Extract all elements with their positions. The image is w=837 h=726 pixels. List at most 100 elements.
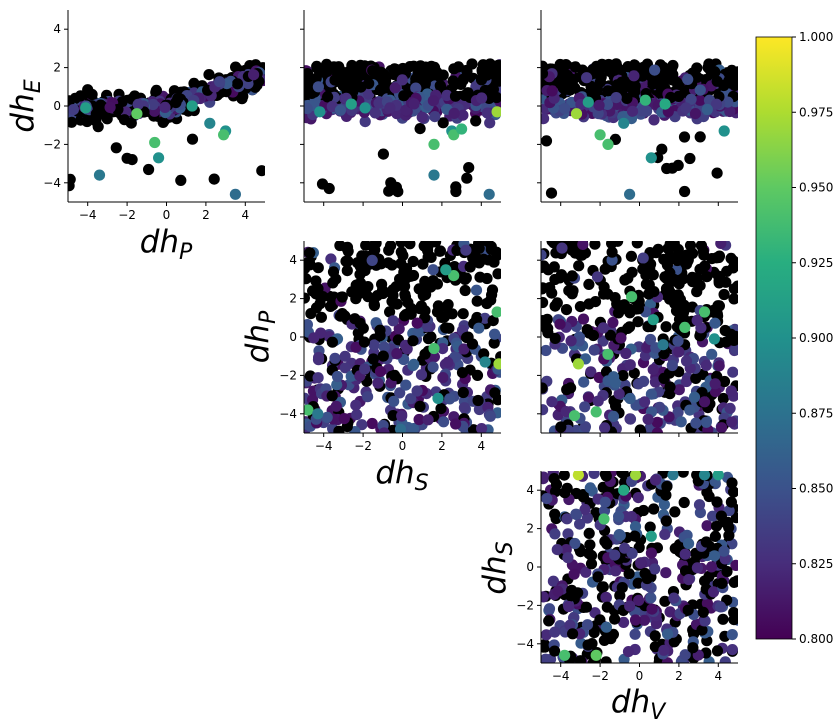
scatter-point <box>683 574 694 585</box>
scatter-point <box>429 111 440 122</box>
scatter-point-highlight <box>624 189 635 200</box>
svg-text:dhP: dhP <box>140 224 193 265</box>
panel-dhV-vs-dhS: −4−4−2−2002244 <box>516 466 743 683</box>
scatter-point-black <box>701 536 712 547</box>
scatter-point-black <box>369 299 380 310</box>
scatter-point <box>396 410 407 421</box>
scatter-point-black <box>304 247 315 258</box>
scatter-point-black <box>601 656 612 667</box>
svg-text:dhE: dhE <box>5 79 46 132</box>
scatter-point-black <box>732 66 743 77</box>
scatter-point-black <box>541 135 552 146</box>
scatter-point <box>549 627 560 638</box>
scatter-point <box>646 548 657 559</box>
scatter-point <box>699 396 710 407</box>
scatter-point-black <box>461 272 472 283</box>
scatter-point-black <box>416 300 427 311</box>
scatter-point-black <box>187 134 198 145</box>
x-tick-label: −4 <box>552 669 570 683</box>
scatter-point <box>563 601 574 612</box>
scatter-point-black <box>728 607 739 618</box>
scatter-point-black <box>691 62 702 73</box>
scatter-point <box>628 70 639 81</box>
scatter-point <box>592 271 603 282</box>
panel-dhP-vs-dhE: −4−4−2−2002244 <box>43 10 270 222</box>
scatter-point-highlight <box>640 95 651 106</box>
scatter-point-black <box>485 295 496 306</box>
scatter-point-black <box>654 79 665 90</box>
y-tick-label: −2 <box>516 598 534 612</box>
scatter-point-black <box>687 272 698 283</box>
svg-text:dhS: dhS <box>477 541 518 594</box>
scatter-point <box>620 348 631 359</box>
scatter-point-black <box>338 73 349 84</box>
scatter-point-black <box>327 337 338 348</box>
scatter-point <box>577 239 588 250</box>
scatter-point-black <box>679 131 690 142</box>
scatter-point-black <box>397 250 408 261</box>
scatter-point-black <box>578 491 589 502</box>
scatter-point-black <box>335 311 346 322</box>
scatter-point <box>638 376 649 387</box>
scatter-point-highlight <box>719 125 730 136</box>
scatter-point-black <box>714 300 725 311</box>
scatter-point <box>574 519 585 530</box>
scatter-point-highlight <box>618 485 629 496</box>
scatter-point-black <box>728 293 739 304</box>
scatter-point <box>556 243 567 254</box>
scatter-point <box>706 561 717 572</box>
scatter-point <box>329 353 340 364</box>
scatter-point-highlight <box>492 106 503 117</box>
scatter-point <box>471 285 482 296</box>
scatter-point-black <box>256 165 267 176</box>
scatter-point-black <box>622 323 633 334</box>
scatter-point-black <box>621 93 632 104</box>
scatter-point <box>476 92 487 103</box>
scatter-point <box>485 411 496 422</box>
scatter-point <box>715 601 726 612</box>
scatter-point-black <box>143 164 154 175</box>
scatter-point-black <box>629 531 640 542</box>
scatter-point <box>643 414 654 425</box>
scatter-point-black <box>408 270 419 281</box>
scatter-point <box>727 367 738 378</box>
scatter-point-black <box>685 240 696 251</box>
scatter-point <box>658 645 669 656</box>
scatter-point <box>340 351 351 362</box>
scatter-point-black <box>429 62 440 73</box>
scatter-point-black <box>420 78 431 89</box>
scatter-point <box>428 264 439 275</box>
scatter-point <box>339 413 350 424</box>
scatter-point-highlight <box>314 106 325 117</box>
scatter-point-highlight <box>559 650 570 661</box>
scatter-point <box>332 371 343 382</box>
scatter-point <box>417 112 428 123</box>
x-tick-label: 4 <box>477 439 485 453</box>
scatter-point <box>701 360 712 371</box>
scatter-point-black <box>327 277 338 288</box>
scatter-point <box>538 591 549 602</box>
scatter-point-black <box>470 251 481 262</box>
x-tick-label: 2 <box>675 669 683 683</box>
scatter-point <box>725 403 736 414</box>
scatter-point <box>582 619 593 630</box>
scatter-point-black <box>487 284 498 295</box>
x-tick-label: 4 <box>714 669 722 683</box>
scatter-point <box>460 245 471 256</box>
x-tick-label: 2 <box>438 439 446 453</box>
scatter-point-black <box>342 265 353 276</box>
x-tick-label: −2 <box>591 669 609 683</box>
scatter-point <box>437 372 448 383</box>
scatter-point-highlight <box>709 333 720 344</box>
scatter-point <box>484 117 495 128</box>
svg-text:dhP: dhP <box>240 310 281 363</box>
scatter-point <box>313 81 324 92</box>
scatter-point-black <box>450 91 461 102</box>
scatter-point <box>638 253 649 264</box>
scatter-point <box>695 85 706 96</box>
scatter-point-highlight <box>432 393 443 404</box>
scatter-point-black <box>717 614 728 625</box>
scatter-point <box>614 529 625 540</box>
panel-dhV-vs-dhP <box>535 236 743 439</box>
scatter-point <box>397 74 408 85</box>
